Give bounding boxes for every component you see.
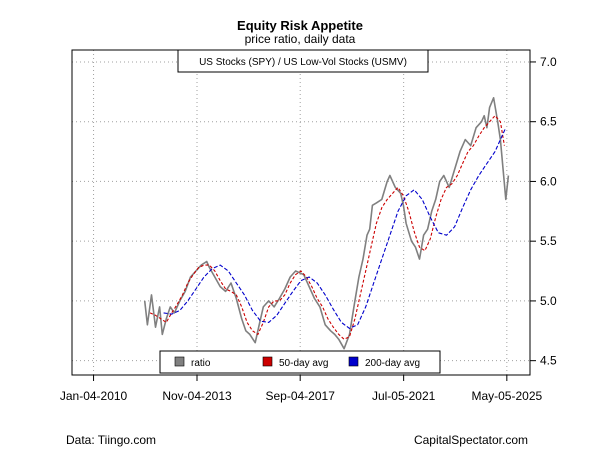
y-tick-label: 6.0 [540,174,557,188]
x-tick-label: Jul-05-2021 [372,389,436,403]
legend-swatch-ratio [174,356,185,367]
source-left: Data: Tiingo.com [66,433,156,447]
series-label-box: US Stocks (SPY) / US Low-Vol Stocks (USM… [177,49,429,73]
chart-subtitle: price ratio, daily data [245,32,356,46]
plot-series [143,97,510,350]
series-200-day-avg-line [163,127,507,329]
y-axis: 4.5 5.0 5.5 6.0 6.5 7.0 [530,55,557,368]
chart-title: Equity Risk Appetite [237,18,363,33]
legend-label-50-day: 50-day avg [279,358,328,369]
source-right: CapitalSpectator.com [414,433,528,447]
x-tick-label: Jan-04-2010 [60,389,128,403]
legend-label-200-day: 200-day avg [365,358,420,369]
plot-frame [71,49,531,376]
legend-swatch-200-day [348,356,359,367]
y-tick-label: 5.5 [540,234,557,248]
series-50-day-avg-line [149,115,505,340]
x-tick-label: May-05-2025 [471,389,542,403]
y-tick-label: 5.0 [540,294,557,308]
x-axis: Jan-04-2010 Nov-04-2013 Sep-04-2017 Jul-05-… [60,375,543,403]
y-tick-label: 7.0 [540,55,557,69]
legend-swatch-50-day [262,356,273,367]
series-label-text: US Stocks (SPY) / US Low-Vol Stocks (USM… [199,57,407,68]
x-tick-label: Sep-04-2017 [265,389,335,403]
legend-frame [159,350,441,374]
series-label-frame [177,49,429,73]
y-tick-label: 4.5 [540,354,557,368]
grid [72,50,530,375]
y-tick-label: 6.5 [540,115,557,129]
legend-label-ratio: ratio [191,358,211,369]
x-tick-label: Nov-04-2013 [162,389,232,403]
legend: ratio 50-day avg 200-day avg [159,350,441,374]
series-ratio-line [143,97,510,350]
